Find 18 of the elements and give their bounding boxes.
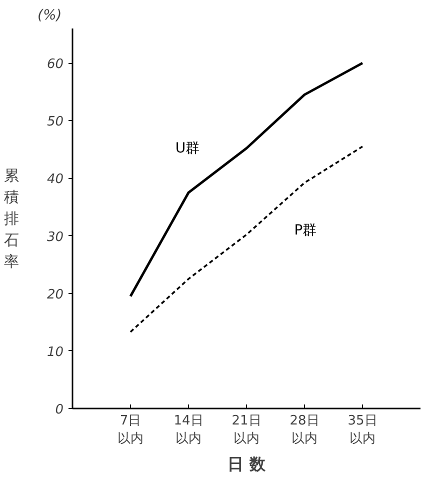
x-tick-label: 21日以内 [232,414,262,446]
y-tick-label: 0 [55,402,64,418]
x-tick-label: 35日以内 [348,414,378,446]
x-tick-label: 14日以内 [174,414,204,446]
x-tick-label: 28日以内 [290,414,320,446]
y-tick-label: 40 [46,172,64,188]
y-tick-label: 20 [46,287,64,302]
x-axis-title: 日 数 [228,454,266,474]
y-tick-label: 10 [46,344,64,360]
x-tick-label: 7日以内 [118,414,144,446]
y-tick-label: 30 [46,230,64,245]
y-tick-label: 60 [46,57,64,72]
y-axis-title: 累積排石率 [4,166,19,271]
series-label: U群 [175,140,200,156]
line-series [129,62,364,298]
y-tick-label: 50 [46,114,64,130]
series-label: P群 [294,222,317,239]
text: (%) [38,8,62,24]
